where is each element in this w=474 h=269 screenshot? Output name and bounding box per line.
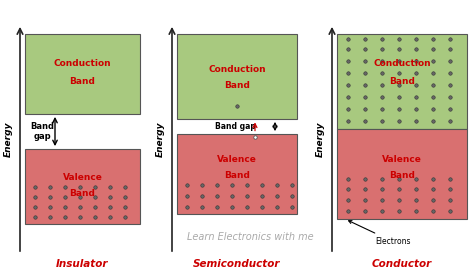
FancyBboxPatch shape bbox=[25, 34, 140, 114]
Text: Valence: Valence bbox=[217, 154, 257, 164]
FancyBboxPatch shape bbox=[337, 129, 467, 219]
Text: Band: Band bbox=[389, 172, 415, 180]
Text: Band gap: Band gap bbox=[215, 122, 255, 131]
Text: Band: Band bbox=[70, 189, 95, 199]
Text: Band: Band bbox=[70, 76, 95, 86]
FancyBboxPatch shape bbox=[337, 34, 467, 129]
Text: Conduction: Conduction bbox=[54, 59, 111, 69]
Text: Learn Electronics with me: Learn Electronics with me bbox=[187, 232, 313, 242]
Text: Band
gap: Band gap bbox=[30, 122, 54, 141]
Text: Semiconductor: Semiconductor bbox=[193, 259, 281, 269]
Text: Conduction: Conduction bbox=[208, 65, 266, 73]
Text: Energy: Energy bbox=[155, 121, 164, 157]
Text: Energy: Energy bbox=[3, 121, 12, 157]
Text: Band: Band bbox=[224, 172, 250, 180]
FancyBboxPatch shape bbox=[177, 34, 297, 119]
Text: Energy: Energy bbox=[316, 121, 325, 157]
Text: Conduction: Conduction bbox=[373, 59, 431, 69]
Text: Band: Band bbox=[224, 82, 250, 90]
FancyBboxPatch shape bbox=[177, 134, 297, 214]
Text: Band: Band bbox=[389, 76, 415, 86]
Text: Valence: Valence bbox=[63, 172, 102, 182]
Text: Conductor: Conductor bbox=[372, 259, 432, 269]
FancyBboxPatch shape bbox=[25, 149, 140, 224]
Text: Insulator: Insulator bbox=[56, 259, 109, 269]
Text: Valence: Valence bbox=[382, 154, 422, 164]
Text: Electrons: Electrons bbox=[349, 221, 410, 246]
